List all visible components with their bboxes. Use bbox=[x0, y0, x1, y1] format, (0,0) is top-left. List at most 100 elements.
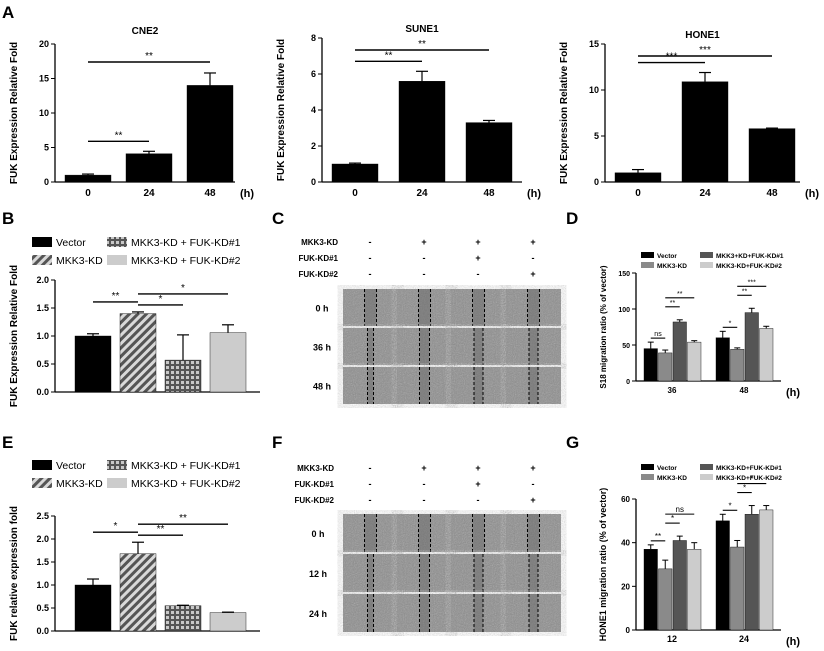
bar bbox=[643, 549, 658, 631]
condition-mark: - bbox=[369, 269, 372, 279]
chart-a1: 0 5 10 15 20 FUK Expression Relative Fold CNE2… bbox=[9, 26, 254, 200]
x-tick-label: 48 bbox=[483, 188, 495, 199]
sig-label: ** bbox=[418, 39, 426, 50]
legend-label: MKK3-KD+FUK-KD#2 bbox=[716, 263, 782, 270]
legend-swatch bbox=[107, 255, 127, 265]
bar bbox=[164, 605, 202, 632]
bar bbox=[658, 352, 673, 382]
legend-swatch bbox=[641, 252, 654, 258]
y-tick-label: 1.0 bbox=[36, 331, 49, 341]
y-tick-label: 150 bbox=[618, 271, 630, 278]
bar bbox=[658, 568, 673, 631]
legend-swatch bbox=[32, 255, 52, 265]
wound-gap bbox=[419, 554, 430, 592]
bar bbox=[465, 122, 513, 183]
sig-label: * bbox=[114, 521, 118, 532]
sig-label: ** bbox=[145, 51, 153, 62]
legend-swatch bbox=[700, 474, 713, 480]
time-label: 12 h bbox=[309, 569, 327, 579]
x-unit-label: (h) bbox=[527, 188, 541, 200]
bar bbox=[64, 174, 112, 183]
panel-letter-e: E bbox=[2, 433, 13, 452]
condition-label: FUK-KD#2 bbox=[298, 270, 338, 279]
bar bbox=[687, 549, 702, 631]
legend-swatch bbox=[107, 460, 127, 470]
x-tick-label: 48 bbox=[766, 188, 778, 199]
wound-gap bbox=[474, 554, 483, 592]
bar bbox=[125, 153, 173, 183]
condition-mark: - bbox=[369, 253, 372, 263]
wound-gap bbox=[367, 367, 374, 404]
bar bbox=[186, 85, 234, 183]
wound-gap bbox=[364, 289, 377, 326]
sig-label: * bbox=[671, 514, 674, 523]
y-tick-label: 0.5 bbox=[36, 603, 49, 613]
sig-label: ns bbox=[654, 331, 662, 338]
legend-label: MKK3-KD bbox=[657, 263, 687, 270]
sig-label: ** bbox=[385, 50, 393, 61]
x-tick-label: 48 bbox=[204, 188, 216, 199]
bar bbox=[672, 321, 687, 382]
sig-label: *** bbox=[699, 45, 711, 56]
legend-label: MKK3-KD+FUK-KD#2 bbox=[716, 475, 782, 482]
bar bbox=[331, 163, 379, 183]
sig-label: ** bbox=[179, 513, 187, 524]
x-unit-label: (h) bbox=[240, 188, 254, 200]
legend-swatch bbox=[700, 252, 713, 258]
condition-mark: - bbox=[532, 253, 535, 263]
condition-label: FUK-KD#2 bbox=[294, 496, 334, 505]
chart-title: CNE2 bbox=[132, 26, 159, 37]
y-tick-label: 100 bbox=[618, 307, 630, 314]
sig-label: * bbox=[728, 501, 731, 510]
y-tick-label: 0.5 bbox=[36, 359, 49, 369]
condition-mark: - bbox=[477, 495, 480, 505]
condition-mark: + bbox=[475, 253, 480, 263]
y-tick-label: 0.0 bbox=[36, 626, 49, 636]
bar bbox=[715, 337, 730, 382]
wound-gap bbox=[364, 514, 377, 552]
chart-d: 0 50 100 150 S18 migration ratio (% of vecto… bbox=[599, 252, 800, 399]
y-tick-label: 50 bbox=[622, 343, 630, 350]
sig-label: * bbox=[743, 484, 746, 493]
y-tick-label: 10 bbox=[39, 108, 49, 118]
sig-label: ** bbox=[742, 288, 748, 295]
panel-letter-d: D bbox=[566, 209, 578, 228]
legend-label: MKK3+KD+FUK-KD#1 bbox=[716, 253, 784, 260]
panel-letter-f: F bbox=[272, 433, 282, 452]
bar bbox=[759, 328, 774, 382]
wound-gap bbox=[529, 554, 538, 592]
y-tick-label: 8 bbox=[311, 33, 316, 43]
wound-healing-layer: MKK3-KD - + + + FUK-KD#1 - - + - FUK-KD#2 - - - +0 h 36… bbox=[294, 237, 561, 632]
sig-label: ** bbox=[112, 291, 120, 302]
condition-label: FUK-KD#1 bbox=[294, 480, 334, 489]
panel-letter-c: C bbox=[272, 209, 284, 228]
wound-gap bbox=[418, 289, 431, 326]
x-unit-label: (h) bbox=[805, 188, 819, 200]
legend-swatch bbox=[700, 262, 713, 268]
sig-label: * bbox=[159, 294, 163, 305]
wound-gap bbox=[419, 594, 430, 632]
y-tick-label: 0 bbox=[626, 626, 631, 635]
bar bbox=[744, 514, 759, 631]
bar bbox=[209, 612, 247, 632]
legend-swatch bbox=[32, 460, 52, 470]
sig-label: ** bbox=[115, 130, 123, 141]
sig-label: ns bbox=[676, 505, 684, 514]
y-axis-label: FUK Expression Relative Fold bbox=[9, 42, 20, 184]
legend-label: MKK3-KD + FUK-KD#1 bbox=[131, 460, 241, 472]
chart-b: 0.0 0.5 1.0 1.5 2.0 FUK Expression Relative F… bbox=[9, 237, 260, 407]
wound-gap bbox=[472, 514, 485, 552]
condition-mark: - bbox=[423, 479, 426, 489]
y-tick-label: 0 bbox=[44, 177, 49, 187]
y-axis-label: FUK Expression Relative Fold bbox=[9, 265, 20, 407]
sig-label: * bbox=[181, 283, 185, 294]
sig-label: ** bbox=[670, 300, 676, 307]
legend-label: Vector bbox=[56, 460, 86, 472]
bar bbox=[748, 128, 796, 183]
legend-swatch bbox=[700, 464, 713, 470]
x-unit-label: (h) bbox=[786, 387, 800, 399]
y-axis-label: FUK relative expression fold bbox=[9, 506, 20, 641]
condition-mark: + bbox=[475, 463, 480, 473]
